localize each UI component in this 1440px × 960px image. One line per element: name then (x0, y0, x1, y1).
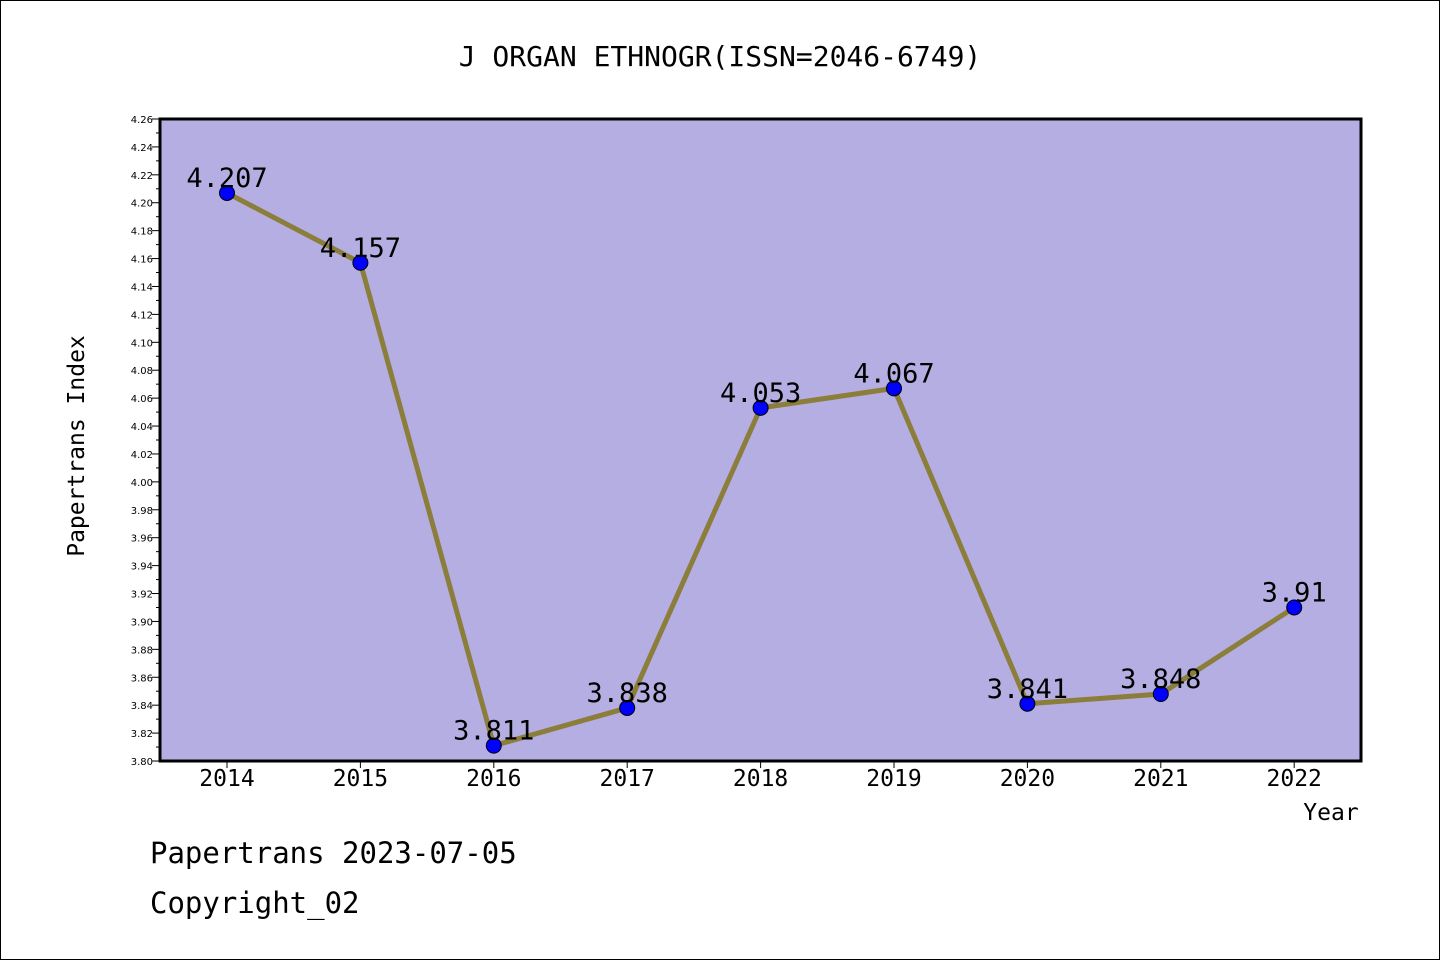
data-point (1286, 599, 1303, 616)
y-tick-label: 4.26 (131, 115, 153, 126)
y-tick-label: 3.88 (131, 645, 153, 656)
y-tick-label: 4.20 (131, 199, 153, 210)
y-tick-label: 3.98 (131, 506, 153, 517)
y-tick-label: 4.24 (131, 143, 153, 154)
y-tick-label: 4.16 (131, 255, 153, 266)
x-axis-label: Year (1303, 800, 1358, 826)
data-point (1019, 695, 1036, 712)
data-label: 3.841 (987, 674, 1068, 705)
plot-border (158, 117, 1363, 763)
y-tick-label: 3.80 (131, 757, 153, 768)
y-tick-label: 3.96 (131, 534, 153, 545)
data-point (1152, 686, 1169, 703)
x-tick-label: 2022 (1267, 766, 1322, 792)
data-label: 3.838 (587, 678, 668, 709)
y-tick-label: 4.02 (131, 450, 153, 461)
y-tick-label: 3.82 (131, 729, 153, 740)
data-label: 4.053 (720, 378, 801, 409)
data-label: 3.91 (1262, 577, 1327, 608)
y-tick-label: 4.00 (131, 478, 153, 489)
y-tick-label: 3.92 (131, 590, 153, 601)
y-tick-label: 4.18 (131, 227, 153, 238)
data-point (752, 399, 769, 416)
y-axis-label: Papertrans Index (64, 335, 90, 557)
data-label: 4.067 (853, 358, 934, 389)
y-tick-label: 3.84 (131, 701, 153, 712)
x-tick-label: 2021 (1133, 766, 1188, 792)
footer-date: Papertrans 2023-07-05 (150, 836, 517, 870)
y-tick-label: 3.86 (131, 673, 153, 684)
plot-area (160, 119, 1361, 761)
data-point (485, 737, 502, 754)
y-tick-label: 4.06 (131, 394, 153, 405)
y-tick-label: 4.14 (131, 282, 153, 293)
data-point (619, 699, 636, 716)
y-tick-label: 4.10 (131, 338, 153, 349)
y-tick-label: 3.94 (131, 562, 153, 573)
data-label: 4.207 (186, 163, 267, 194)
data-label: 4.157 (320, 233, 401, 264)
data-label: 3.848 (1120, 664, 1201, 695)
y-tick-label: 4.12 (131, 310, 153, 321)
x-tick-label: 2020 (1000, 766, 1055, 792)
data-point (352, 254, 369, 271)
x-tick-label: 2018 (733, 766, 788, 792)
data-point (886, 380, 902, 397)
x-tick-label: 2015 (333, 766, 388, 792)
x-tick-label: 2016 (466, 766, 521, 792)
x-tick-label: 2014 (199, 766, 254, 792)
chart-title: J ORGAN ETHNOGR(ISSN=2046-6749) (459, 40, 982, 73)
y-tick-label: 4.04 (131, 422, 153, 433)
y-tick-label: 3.90 (131, 617, 153, 628)
data-point (219, 184, 235, 201)
data-label: 3.811 (453, 716, 534, 747)
x-tick-label: 2019 (866, 766, 921, 792)
y-tick-label: 4.22 (131, 171, 153, 182)
footer-copyright: Copyright_02 (150, 886, 360, 920)
x-tick-label: 2017 (600, 766, 655, 792)
y-tick-label: 4.08 (131, 366, 153, 377)
